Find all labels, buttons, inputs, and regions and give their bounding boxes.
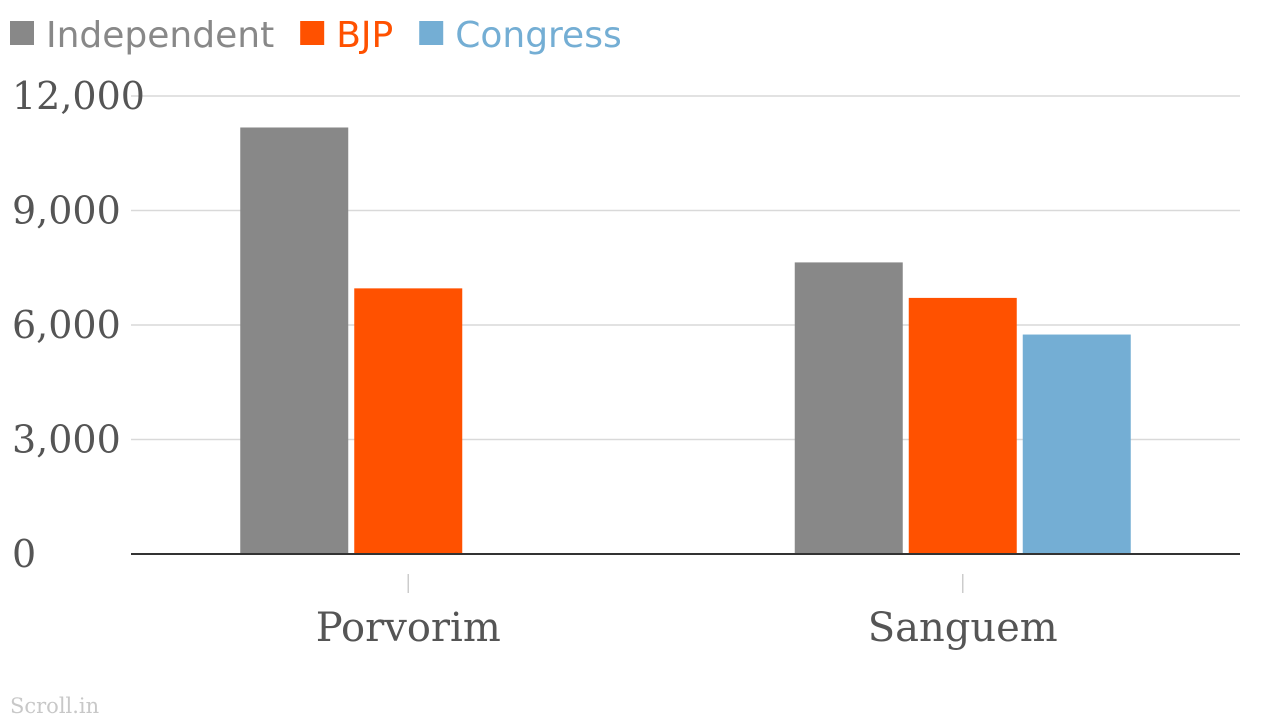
- x-tick-label-0: Porvorim: [316, 605, 501, 651]
- y-tick-label-1: 3,000: [12, 418, 121, 462]
- legend-label-1: BJP: [336, 15, 393, 56]
- y-tick-label-2: 6,000: [12, 303, 121, 347]
- x-tick-label-1: Sanguem: [868, 605, 1058, 651]
- y-tick-label-3: 9,000: [12, 189, 121, 233]
- bar-sanguem-bjp: [908, 297, 1017, 554]
- bar-porvorim-independent: [240, 127, 349, 555]
- x-axis-ticks: Porvorim Sanguem: [316, 574, 1058, 651]
- y-tick-label-4: 12,000: [12, 74, 145, 118]
- y-axis-ticks: 0 3,000 6,000 9,000 12,000: [12, 74, 145, 576]
- legend-label-2: Congress: [455, 15, 622, 56]
- legend-label-0: Independent: [46, 15, 274, 56]
- legend: Independent BJP Congress: [10, 15, 622, 56]
- legend-swatch-0: [10, 21, 34, 45]
- bar-porvorim-bjp: [354, 288, 463, 554]
- legend-swatch-2: [419, 21, 444, 45]
- bar-sanguem-independent: [794, 262, 903, 554]
- y-tick-label-0: 0: [12, 532, 36, 576]
- bars: [240, 127, 1131, 555]
- source-label: Scroll.in: [10, 694, 99, 718]
- bar-sanguem-congress: [1022, 334, 1131, 554]
- legend-swatch-1: [300, 21, 325, 45]
